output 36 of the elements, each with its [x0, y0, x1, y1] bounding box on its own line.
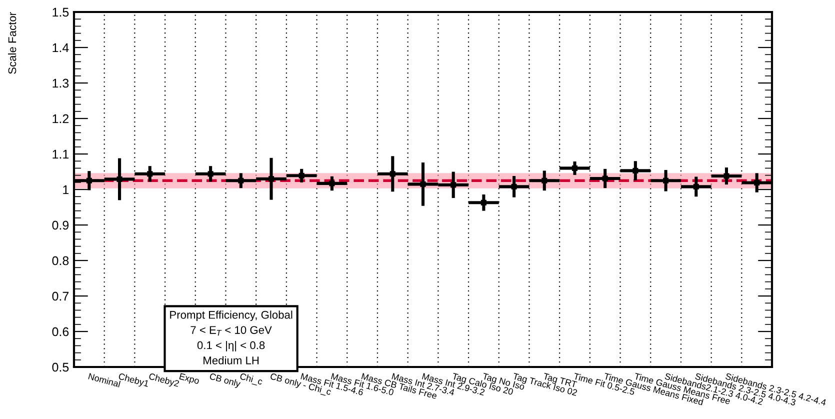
y-axis-title: Scale Factor [8, 12, 16, 74]
annotation: Prompt Efficiency, Global 7 < E$_{T}$ < 10 GeV 0.1 < |η| < 0.8 Medium LH [170, 310, 292, 364]
x-tick-label: CB only [208, 372, 242, 389]
y-tick-label: 1.5 [52, 8, 69, 17]
point [724, 173, 730, 179]
x-tick-label: Cheby2 [148, 372, 180, 389]
point [86, 178, 92, 184]
y-tick-label: 1.2 [52, 114, 69, 124]
y-tick-label: 0.9 [52, 220, 69, 230]
x-tick-label: Expo [178, 373, 200, 386]
y-tick-label: 1 [63, 185, 69, 194]
y-tick-label: 1.1 [52, 150, 69, 159]
x-tick-label: Chi_c [239, 372, 263, 387]
point [208, 171, 214, 177]
y-tick-label: 0.6 [52, 327, 69, 336]
y-tick-label: 0.8 [52, 256, 69, 266]
point [329, 180, 335, 186]
point [632, 168, 638, 174]
y-tick-label: 0.5 [52, 362, 69, 372]
y-tick-label: 1.4 [52, 43, 69, 52]
point [147, 171, 153, 177]
point [663, 178, 669, 184]
point [693, 184, 699, 190]
point [572, 165, 578, 171]
point [542, 178, 548, 184]
point [116, 176, 122, 182]
point [511, 184, 517, 190]
point [420, 181, 426, 187]
point [390, 171, 396, 177]
point [602, 176, 608, 182]
point [450, 182, 456, 188]
y-tick-label: 1.3 [52, 78, 69, 88]
point [754, 180, 760, 186]
point [480, 200, 486, 206]
point [238, 178, 244, 184]
y-tick-label: 0.7 [52, 292, 69, 301]
